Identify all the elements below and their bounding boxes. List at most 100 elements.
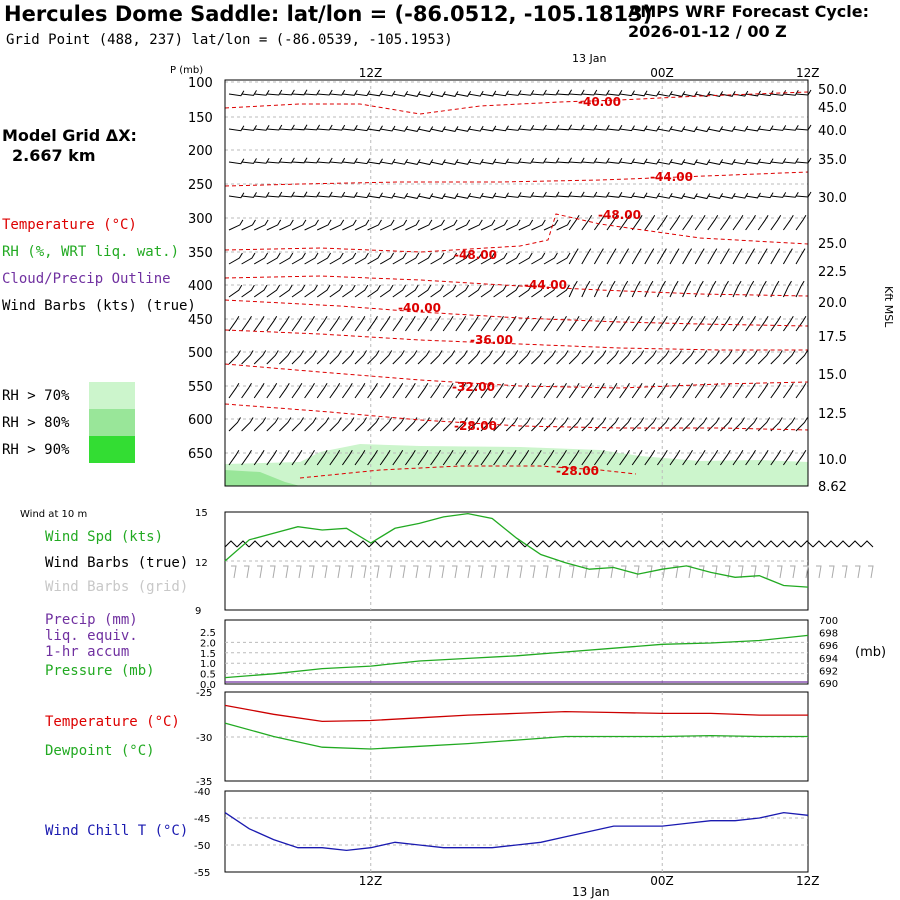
upper-wind-barb (291, 284, 306, 298)
wind-barb-grid (244, 565, 250, 579)
upper-wind-barb (732, 350, 745, 365)
upper-wind-barb (291, 417, 304, 432)
upper-wind-barb (241, 417, 254, 432)
legend-precip-3: 1-hr accum (45, 644, 130, 660)
wind-barb-grid (231, 565, 237, 579)
upper-wind-barb (581, 191, 598, 198)
upper-wind-barb (581, 89, 598, 96)
wind-barb-true (428, 540, 442, 548)
upper-wind-barb (593, 214, 605, 231)
upper-wind-barb (279, 219, 294, 231)
upper-wind-barb (669, 417, 682, 432)
wind-barb-true (740, 540, 754, 548)
upper-wind-barb (405, 126, 421, 132)
wind-barb-grid (426, 565, 432, 579)
pressure-tick-label-right: 700 (819, 616, 838, 627)
upper-wind-barb (694, 315, 706, 332)
upper-wind-barb (682, 248, 693, 265)
wind-barb-grid (660, 565, 666, 579)
upper-wind-barb (228, 350, 241, 365)
upper-wind-barb (720, 193, 736, 199)
upper-wind-barb (632, 125, 648, 132)
upper-wind-barb (455, 252, 470, 265)
upper-wind-barb (455, 315, 467, 332)
wind-barb-grid (751, 565, 757, 579)
kft-tick-label: 25.0 (818, 237, 847, 252)
upper-wind-barb (707, 214, 719, 231)
wind-barb-true (584, 540, 598, 548)
upper-wind-barb (342, 350, 355, 365)
bottom-time-tick-label: 12Z (359, 874, 383, 888)
wind-barb-true (752, 540, 766, 548)
legend-precip-1: Precip (mm) (45, 612, 138, 628)
wind-barb-true (332, 540, 346, 548)
upper-wind-barb (304, 449, 315, 466)
upper-wind-barb (682, 193, 698, 200)
upper-wind-barb (342, 192, 358, 198)
upper-wind-barb (770, 90, 787, 96)
upper-wind-barb (505, 449, 517, 466)
kft-tick-label: 12.5 (818, 407, 847, 422)
upper-wind-barb (568, 280, 578, 298)
upper-wind-barb (644, 382, 656, 399)
kft-tick-label: 20.0 (818, 296, 847, 311)
upper-wind-barb (568, 417, 582, 432)
upper-wind-barb (757, 382, 769, 399)
upper-wind-barb (732, 315, 744, 332)
wind-barb-grid (764, 565, 770, 579)
temperature-contour (224, 171, 809, 187)
upper-wind-barb (757, 248, 768, 265)
upper-wind-barb (455, 219, 471, 231)
chill-tick-label: -45 (194, 814, 210, 825)
upper-wind-barb (632, 90, 648, 97)
upper-wind-barb (505, 315, 517, 332)
upper-wind-barb (531, 157, 547, 164)
upper-wind-barb (732, 125, 749, 132)
upper-wind-barb (228, 449, 240, 466)
upper-wind-barb (493, 382, 504, 399)
upper-wind-barb (518, 219, 534, 231)
upper-wind-barb (279, 350, 292, 365)
wind-barb-true (716, 540, 730, 548)
upper-wind-barb (392, 219, 408, 231)
upper-wind-barb (442, 252, 458, 265)
upper-wind-barb (253, 315, 265, 332)
wind-barb-true (656, 540, 670, 548)
upper-wind-barb (367, 449, 378, 466)
wind-barb-grid (725, 565, 731, 579)
upper-wind-barb (732, 449, 744, 466)
upper-wind-barb (556, 417, 569, 432)
upper-wind-barb (493, 252, 508, 265)
upper-wind-barb (430, 350, 443, 365)
upper-wind-barb (795, 417, 808, 432)
upper-wind-barb (594, 124, 610, 131)
upper-wind-barb (669, 214, 681, 231)
pressure-tick-label-right: 692 (819, 666, 838, 677)
wind-barb-true (320, 540, 334, 548)
upper-wind-barb (304, 124, 321, 131)
rh-key-80: RH > 80% (2, 415, 70, 431)
upper-wind-barb (316, 219, 332, 231)
upper-wind-barb (669, 382, 681, 399)
upper-wind-barb (593, 280, 603, 298)
upper-wind-barb (656, 382, 668, 399)
upper-wind-barb (228, 284, 243, 298)
upper-wind-barb (241, 252, 256, 265)
upper-wind-barb (745, 158, 761, 165)
upper-wind-barb (493, 350, 506, 365)
upper-wind-barb (631, 248, 642, 265)
upper-wind-barb (468, 90, 484, 97)
wind-barb-grid (491, 565, 497, 579)
upper-wind-barb (405, 159, 421, 165)
upper-wind-barb (606, 192, 623, 198)
upper-wind-barb (581, 449, 593, 466)
bottom-date-label: 13 Jan (572, 885, 610, 899)
upper-wind-barb (480, 382, 492, 399)
legend-temperature: Temperature (°C) (2, 217, 137, 233)
upper-wind-barb (543, 449, 555, 466)
wind-barb-true (416, 540, 430, 548)
upper-wind-barb (228, 219, 244, 231)
upper-wind-barb (317, 191, 333, 198)
upper-wind-barb (719, 382, 731, 399)
upper-wind-barb (518, 350, 531, 365)
